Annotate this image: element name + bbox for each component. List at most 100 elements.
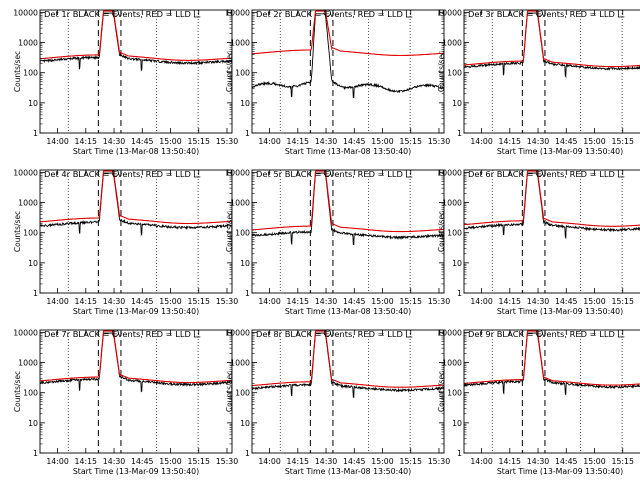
x-tick-label: 14:30 [527, 137, 550, 146]
saa-entry-marker [323, 169, 331, 177]
x-axis-label: Start Time (13-Mar-08 13:50:40) [285, 147, 411, 156]
x-tick-label: 14:45 [555, 137, 578, 146]
x-tick-label: 14:00 [258, 137, 281, 146]
y-tick-label: 1000 [18, 199, 38, 208]
saa-entry-marker [535, 9, 543, 17]
x-tick-label: 14:30 [527, 457, 550, 466]
x-axis-label: Start Time (13-Mar-08 13:50:40) [73, 147, 199, 156]
y-tick-label: 1 [457, 289, 462, 298]
y-tick-label: 1000 [18, 39, 38, 48]
x-axis-label: Start Time (13-Mar-08 13:50:40) [285, 307, 411, 316]
y-tick-label: 10000 [13, 168, 38, 177]
y-tick-label: 100 [23, 389, 38, 398]
plot-frame [463, 9, 640, 134]
x-tick-label: 14:00 [46, 137, 69, 146]
y-tick-label: 1 [245, 289, 250, 298]
series-lld-line [464, 10, 640, 68]
y-tick-label: 100 [447, 69, 462, 78]
x-tick-label: 15:00 [371, 457, 394, 466]
x-tick-label: 14:30 [103, 457, 126, 466]
y-axis-label: Counts/sec [13, 371, 22, 412]
x-tick-label: 14:15 [499, 137, 522, 146]
x-tick-label: 14:45 [343, 297, 366, 306]
saa-entry-marker [111, 329, 119, 337]
x-tick-label: 15:30 [216, 457, 239, 466]
x-tick-label: 14:30 [315, 457, 338, 466]
y-tick-label: 10 [240, 419, 250, 428]
y-tick-label: 1 [33, 129, 38, 138]
y-tick-label: 1000 [18, 359, 38, 368]
panel-det-2r: Det 2r BLACK = Events, RED = LLD 1 10 100 10… [225, 8, 450, 156]
x-tick-label: 15:30 [216, 137, 239, 146]
series-events-line [463, 332, 640, 396]
y-tick-label: 10 [240, 259, 250, 268]
y-axis-label: Counts/sec [437, 371, 446, 412]
saa-entry-marker [323, 329, 331, 337]
y-tick-label: 1 [33, 449, 38, 458]
x-axis-label: Start Time (13-Mar-09 13:50:40) [73, 307, 199, 316]
panel-title: Det 3r BLACK = Events, RED = LLD [468, 9, 615, 19]
x-tick-label: 14:45 [343, 137, 366, 146]
panel-det-9r: Det 9r BLACK = Events, RED = LLD 1 10 100 10… [437, 328, 640, 476]
saa-exit-marker [193, 10, 201, 18]
x-tick-label: 15:00 [159, 457, 182, 466]
y-tick-label: 1 [457, 449, 462, 458]
series-events-line [463, 172, 640, 240]
y-tick-label: 100 [23, 229, 38, 238]
y-tick-label: 1000 [230, 359, 250, 368]
panel-det-7r: Det 7r BLACK = Events, RED = LLD 1 10 100 10… [13, 328, 238, 476]
y-tick-label: 100 [235, 69, 250, 78]
y-tick-label: 1 [457, 129, 462, 138]
x-tick-label: 14:30 [103, 137, 126, 146]
x-tick-label: 14:00 [46, 297, 69, 306]
series-lld-line [40, 10, 232, 61]
saa-entry-marker [535, 169, 543, 177]
x-tick-label: 15:00 [159, 297, 182, 306]
series-lld-line [464, 330, 640, 386]
x-tick-label: 15:30 [428, 457, 451, 466]
y-axis-label: Counts/sec [437, 211, 446, 252]
y-tick-label: 10 [28, 259, 38, 268]
x-tick-label: 14:15 [75, 137, 98, 146]
panel-title: Det 5r BLACK = Events, RED = LLD [256, 169, 403, 179]
panel-det-1r: Det 1r BLACK = Events, RED = LLD 1 10 100 10… [13, 8, 238, 156]
y-tick-label: 1 [245, 129, 250, 138]
x-tick-label: 14:15 [75, 457, 98, 466]
x-tick-label: 14:15 [499, 297, 522, 306]
y-tick-label: 10000 [13, 8, 38, 17]
x-tick-label: 15:00 [159, 137, 182, 146]
x-tick-label: 15:00 [583, 137, 606, 146]
panel-det-6r: Det 6r BLACK = Events, RED = LLD 1 10 100 10… [437, 168, 640, 316]
x-tick-label: 15:30 [428, 297, 451, 306]
series-events-line [39, 12, 233, 72]
y-tick-label: 10 [452, 259, 462, 268]
x-tick-label: 15:15 [611, 137, 634, 146]
y-tick-label: 10 [28, 99, 38, 108]
y-axis-label: Counts/sec [13, 211, 22, 252]
x-tick-label: 14:30 [103, 297, 126, 306]
plot-frame [39, 9, 233, 134]
x-tick-label: 14:45 [343, 457, 366, 466]
panel-det-5r: Det 5r BLACK = Events, RED = LLD 1 10 100 10… [225, 168, 450, 316]
x-tick-label: 15:30 [216, 297, 239, 306]
series-events-line [463, 12, 640, 79]
series-events-line [251, 332, 445, 399]
y-tick-label: 10000 [437, 328, 462, 337]
y-tick-label: 100 [235, 229, 250, 238]
saa-entry-marker [535, 329, 543, 337]
y-tick-label: 10 [452, 99, 462, 108]
x-tick-label: 14:00 [258, 457, 281, 466]
saa-entry-marker [323, 9, 331, 17]
panel-title: Det 4r BLACK = Events, RED = LLD [44, 169, 191, 179]
saa-exit-marker [405, 170, 413, 178]
x-tick-label: 14:45 [131, 457, 154, 466]
x-tick-label: 15:15 [187, 137, 210, 146]
x-tick-label: 14:45 [131, 137, 154, 146]
x-tick-label: 14:00 [470, 297, 493, 306]
x-tick-label: 15:00 [583, 457, 606, 466]
y-tick-label: 1000 [442, 199, 462, 208]
y-tick-label: 1 [33, 289, 38, 298]
x-tick-label: 15:15 [399, 457, 422, 466]
x-axis-label: Start Time (13-Mar-09 13:50:40) [497, 467, 623, 476]
